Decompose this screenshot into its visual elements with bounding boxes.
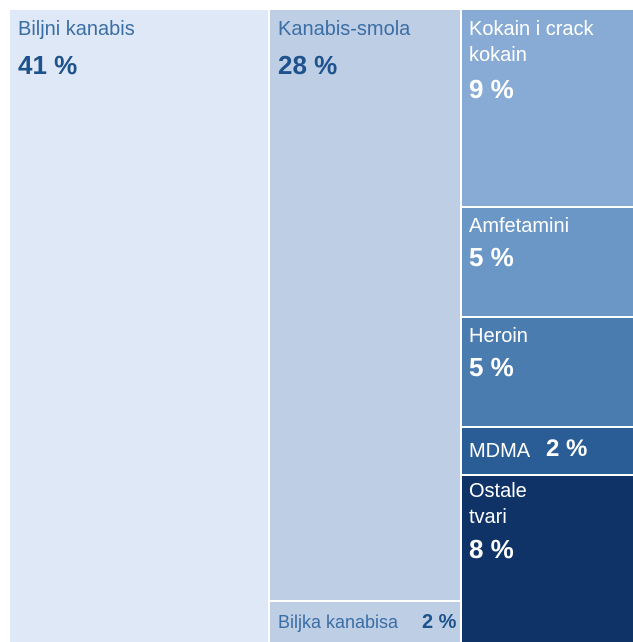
tile-label: Kokain i crack kokain bbox=[469, 18, 594, 66]
tile-kanabis-smola: Kanabis-smola 28 % bbox=[270, 10, 460, 600]
tile-value: 28 % bbox=[278, 50, 338, 80]
tile-label: Kanabis-smola bbox=[278, 18, 411, 40]
tile-label: MDMA bbox=[469, 440, 531, 462]
tile-amfetamini: Amfetamini 5 % bbox=[462, 208, 633, 316]
tile-value: 5 % bbox=[469, 242, 514, 272]
tile-biljka-kanabisa: Biljka kanabisa 2 % bbox=[270, 602, 460, 642]
tile-value: 9 % bbox=[469, 74, 514, 104]
tile-value: 8 % bbox=[469, 534, 514, 564]
tile-value: 5 % bbox=[469, 352, 514, 382]
tile-label: Biljni kanabis bbox=[18, 18, 135, 40]
tile-value: 2 % bbox=[546, 435, 588, 462]
tile-heroin: Heroin 5 % bbox=[462, 318, 633, 426]
tile-label: Heroin bbox=[469, 325, 528, 347]
tile-ostale-tvari: Ostale tvari 8 % bbox=[462, 476, 633, 642]
tile-kokain-i-crack-kokain: Kokain i crack kokain 9 % bbox=[462, 10, 633, 206]
tile-label: Ostale tvari bbox=[469, 480, 527, 528]
tile-biljni-kanabis: Biljni kanabis 41 % bbox=[10, 10, 268, 642]
tile-mdma: MDMA 2 % bbox=[462, 428, 633, 474]
tile-label: Biljka kanabisa bbox=[278, 612, 399, 632]
tile-value: 41 % bbox=[18, 50, 78, 80]
tile-label: Amfetamini bbox=[469, 215, 570, 237]
tile-value: 2 % bbox=[422, 611, 457, 633]
